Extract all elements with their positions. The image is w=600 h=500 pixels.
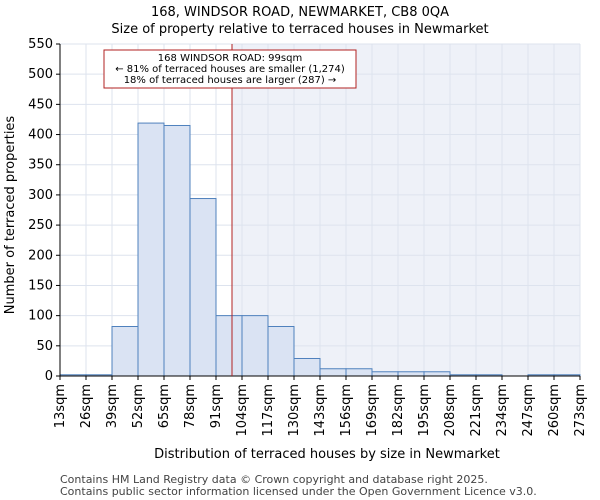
footer-line-2: Contains public sector information licen… — [60, 485, 537, 498]
y-tick-label-10: 500 — [28, 67, 53, 82]
x-tick-label-104sqm: 104sqm — [235, 384, 250, 437]
y-tick-label-6: 300 — [28, 188, 53, 203]
bar-65sqm — [163, 124, 191, 377]
y-tick-label-11: 550 — [28, 37, 53, 52]
y-tick-label-7: 350 — [28, 158, 53, 173]
x-tick-label-221sqm: 221sqm — [469, 384, 484, 437]
bar-143sqm — [319, 368, 347, 377]
x-tick-label-156sqm: 156sqm — [339, 384, 354, 437]
x-tick-label-169sqm: 169sqm — [365, 384, 380, 437]
x-tick-label-195sqm: 195sqm — [417, 384, 432, 437]
x-tick-label-78sqm: 78sqm — [183, 384, 198, 428]
x-tick-label-91sqm: 91sqm — [209, 384, 224, 428]
x-axis-label: Distribution of terraced houses by size … — [154, 447, 500, 462]
annotation-line-2: ← 81% of terraced houses are smaller (1,… — [115, 64, 345, 75]
x-tick-label-273sqm: 273sqm — [573, 384, 588, 437]
y-tick-label-2: 100 — [28, 309, 53, 324]
y-tick-label-0: 0 — [45, 369, 53, 384]
bar-195sqm — [423, 371, 451, 377]
y-tick-label-5: 250 — [28, 218, 53, 233]
bar-169sqm — [371, 371, 399, 377]
bar-156sqm — [345, 368, 373, 377]
chart-subtitle: Size of property relative to terraced ho… — [111, 22, 488, 37]
annotation-box — [103, 49, 357, 89]
y-tick-label-1: 50 — [36, 339, 53, 354]
bar-104sqm — [241, 315, 269, 377]
x-tick-label-26sqm: 26sqm — [79, 384, 94, 428]
x-tick-label-247sqm: 247sqm — [521, 384, 536, 437]
y-tick-label-3: 150 — [28, 278, 53, 293]
y-tick-label-8: 400 — [28, 128, 53, 143]
bar-130sqm — [293, 357, 321, 377]
footer-line-1: Contains HM Land Registry data © Crown c… — [60, 473, 488, 486]
annotation-line-3: 18% of terraced houses are larger (287) … — [124, 75, 337, 86]
x-tick-label-143sqm: 143sqm — [313, 384, 328, 437]
chart-title: 168, WINDSOR ROAD, NEWMARKET, CB8 0QA — [151, 5, 449, 20]
x-tick-label-39sqm: 39sqm — [105, 384, 120, 428]
y-axis-label: Number of terraced properties — [3, 116, 18, 315]
x-tick-label-117sqm: 117sqm — [261, 384, 276, 437]
bar-91sqm — [215, 315, 243, 377]
highlight-region — [232, 44, 580, 376]
plot-area: 0 50 100 150 200 250 300 350 400 450 500 550 13sqm 26… — [28, 37, 588, 437]
x-tick-label-130sqm: 130sqm — [287, 384, 302, 437]
x-tick-label-52sqm: 52sqm — [131, 384, 146, 428]
y-tick-label-4: 200 — [28, 248, 53, 263]
bar-78sqm — [189, 198, 217, 377]
y-tick-label-9: 450 — [28, 97, 53, 112]
x-tick-label-208sqm: 208sqm — [443, 384, 458, 437]
x-tick-label-13sqm: 13sqm — [53, 384, 68, 428]
bar-39sqm — [111, 326, 139, 377]
bar-182sqm — [397, 371, 425, 377]
bar-117sqm — [267, 326, 295, 377]
bar-52sqm — [137, 122, 165, 377]
x-tick-label-234sqm: 234sqm — [495, 384, 510, 437]
x-tick-label-65sqm: 65sqm — [157, 384, 172, 428]
x-tick-label-182sqm: 182sqm — [391, 384, 406, 437]
x-tick-label-260sqm: 260sqm — [547, 384, 562, 437]
annotation-line-1: 168 WINDSOR ROAD: 99sqm — [158, 53, 302, 64]
